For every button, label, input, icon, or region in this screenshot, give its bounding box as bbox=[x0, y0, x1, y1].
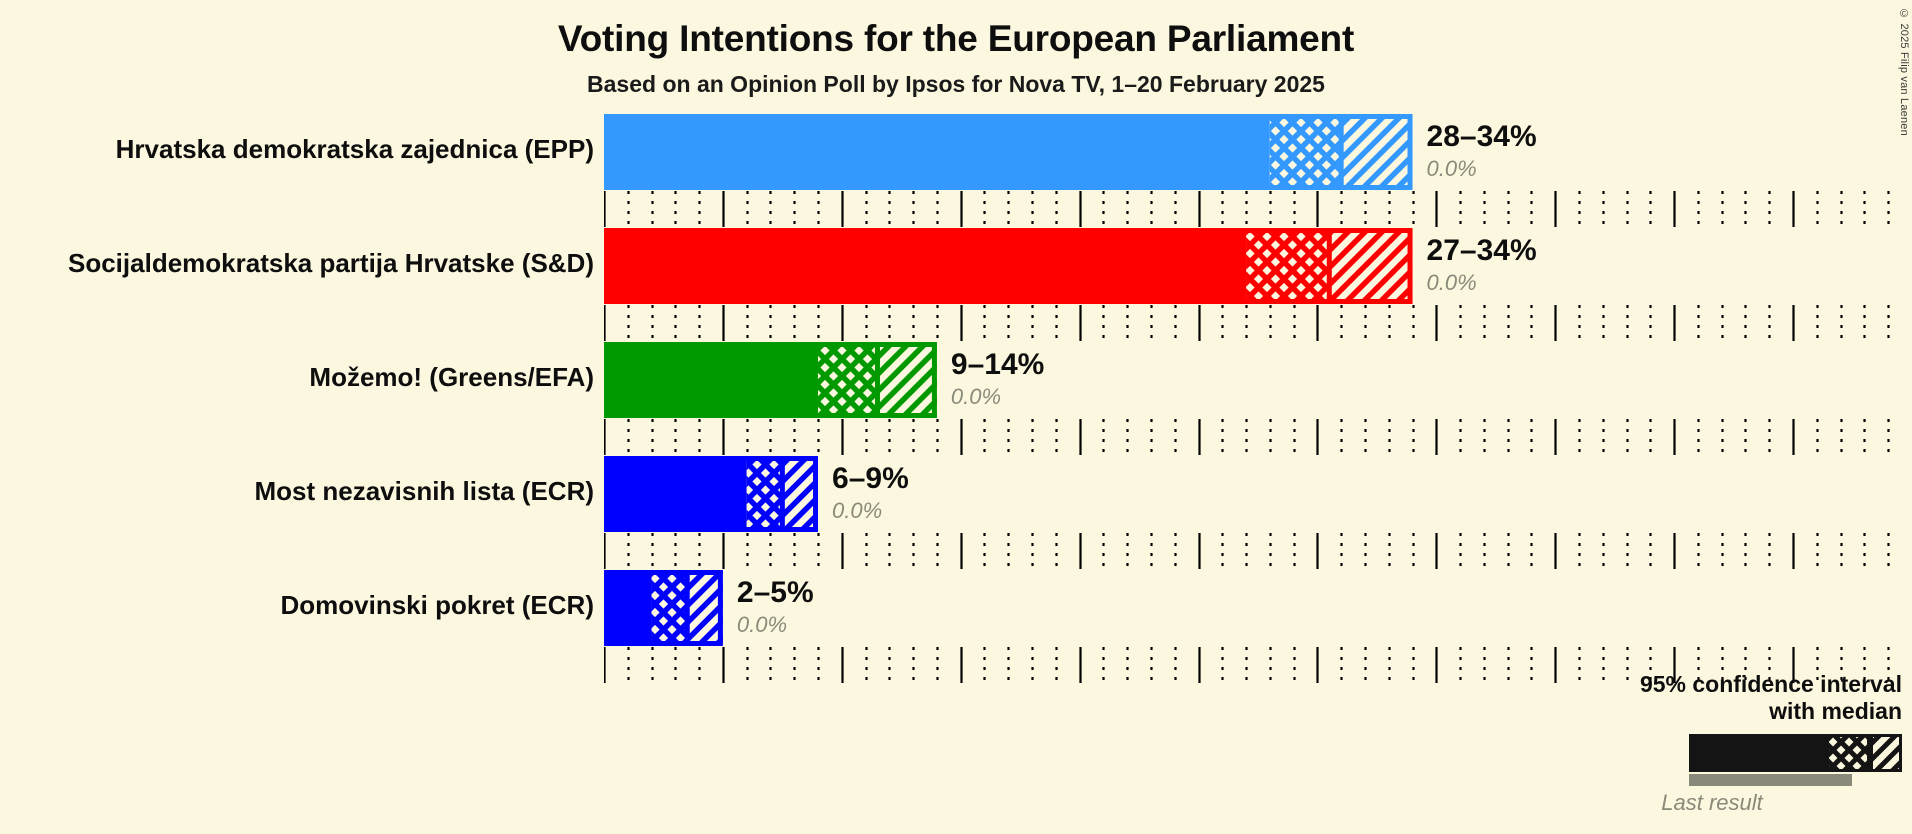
last-result-value: 0.0% bbox=[832, 498, 883, 523]
last-result-value: 0.0% bbox=[736, 612, 788, 637]
chart-legend: 95% confidence interval with median bbox=[1572, 671, 1902, 816]
bar-row bbox=[604, 570, 723, 646]
last-result-value: 0.0% bbox=[1426, 270, 1477, 295]
bar-row bbox=[604, 342, 937, 418]
legend-sample-bar bbox=[1689, 734, 1902, 772]
value-label: 2–5% bbox=[736, 576, 814, 609]
bar-1 bbox=[604, 228, 1413, 304]
copyright-notice: © 2025 Filip van Laenen bbox=[1898, 8, 1910, 136]
bar-4 bbox=[604, 570, 723, 646]
legend-title-line1: 95% confidence interval bbox=[1639, 671, 1902, 698]
bar-0 bbox=[604, 114, 1413, 190]
last-result-value: 0.0% bbox=[1426, 156, 1477, 181]
last-result-value: 0.0% bbox=[950, 384, 1002, 409]
party-label: Možemo! (Greens/EFA) bbox=[309, 362, 594, 392]
bar-row bbox=[604, 114, 1413, 190]
value-label: 9–14% bbox=[950, 348, 1045, 381]
value-label: 27–34% bbox=[1426, 234, 1537, 267]
legend-last-result-label: Last result bbox=[1661, 790, 1763, 815]
plot-area bbox=[604, 110, 1912, 782]
legend-sample-wrap bbox=[1572, 734, 1902, 786]
bar-row bbox=[604, 456, 819, 532]
chart-title: Voting Intentions for the European Parli… bbox=[557, 18, 1355, 59]
party-label: Socijaldemokratska partija Hrvatske (S&D… bbox=[68, 248, 594, 278]
chart-subtitle: Based on an Opinion Poll by Ipsos for No… bbox=[587, 71, 1325, 97]
party-label: Domovinski pokret (ECR) bbox=[280, 590, 595, 620]
party-label: Most nezavisnih lista (ECR) bbox=[254, 476, 595, 506]
bar-row bbox=[604, 228, 1413, 304]
value-label: 6–9% bbox=[832, 462, 909, 495]
legend-title: 95% confidence interval with median bbox=[1572, 671, 1902, 724]
value-label: 28–34% bbox=[1426, 120, 1537, 153]
bar-3 bbox=[604, 456, 819, 532]
legend-title-line2: with median bbox=[1769, 697, 1902, 724]
bar-2 bbox=[604, 342, 937, 418]
legend-last-result-bar bbox=[1689, 774, 1852, 786]
party-label: Hrvatska demokratska zajednica (EPP) bbox=[115, 134, 594, 164]
